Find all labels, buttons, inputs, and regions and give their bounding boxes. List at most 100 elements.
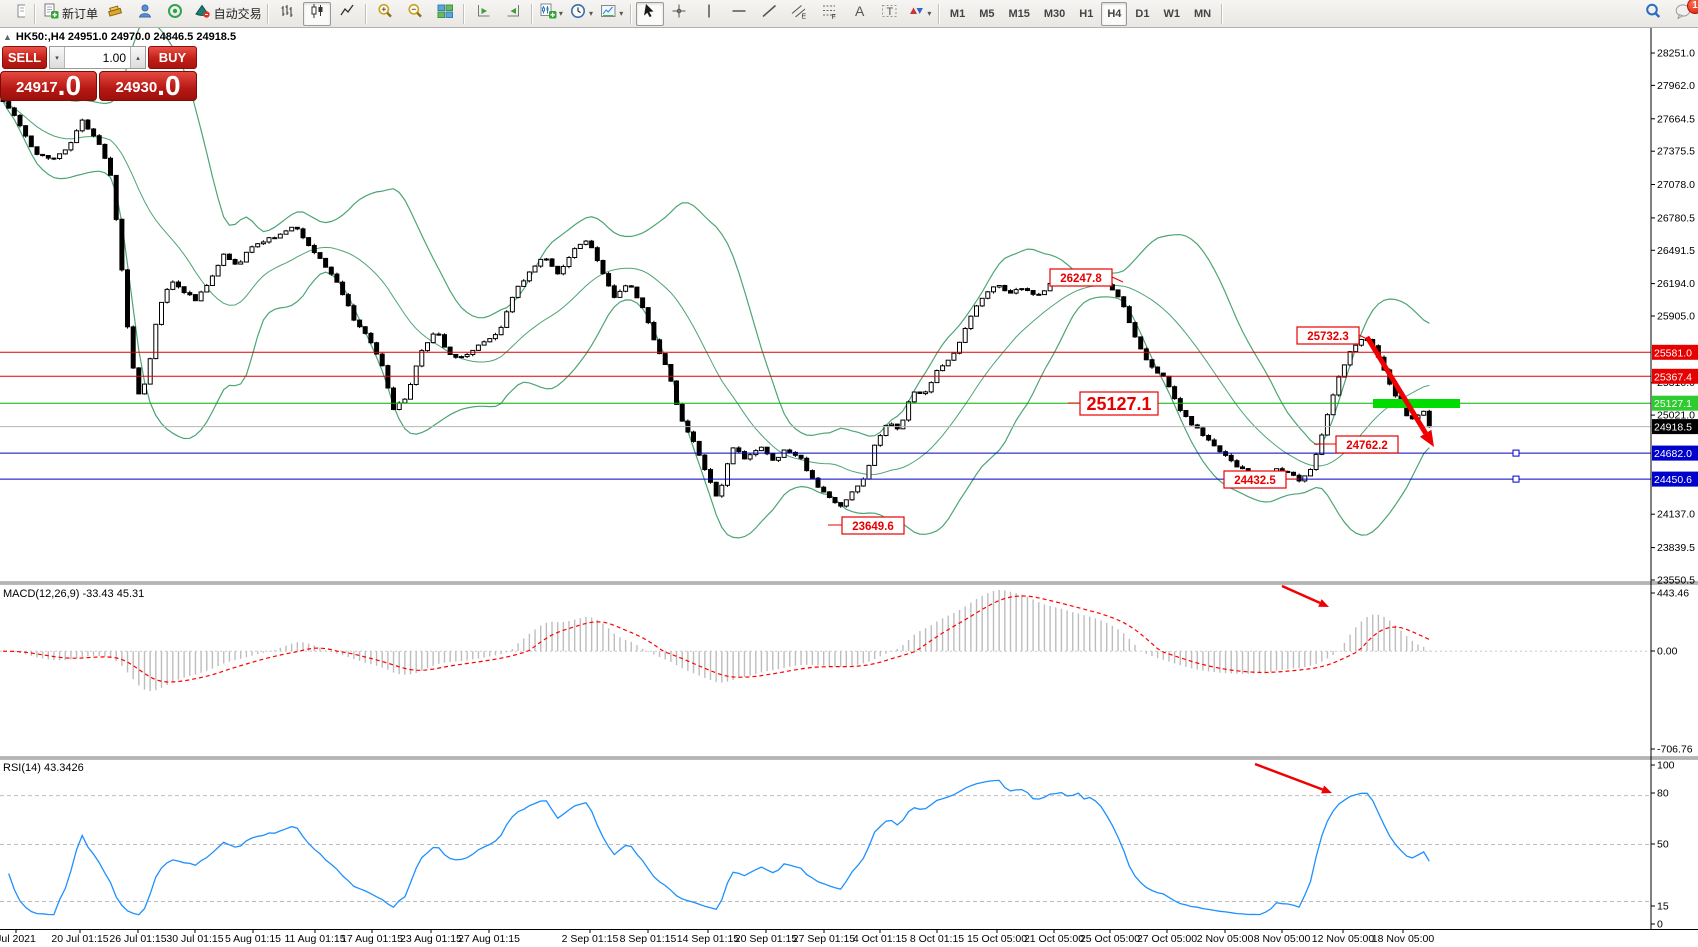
svg-text:23839.5: 23839.5 — [1657, 542, 1695, 554]
volume-decrease-button[interactable]: ▾ — [50, 47, 65, 68]
chart-shift-button[interactable] — [499, 2, 527, 26]
buy-price-main: 24930 — [115, 79, 158, 96]
line-chart-mode-button[interactable] — [333, 2, 361, 26]
price-annotation-box[interactable] — [1296, 326, 1360, 345]
price-axis: 28251.0 27962.0 27664.5 27375.5 27078.0 26780… — [1650, 28, 1698, 931]
timeframe-MN-button[interactable]: MN — [1193, 7, 1212, 20]
zoom-out-icon — [407, 3, 424, 24]
toolbar-button-label: 自动交易 — [213, 7, 262, 21]
svg-text:25905.0: 25905.0 — [1657, 311, 1695, 323]
time-axis-label: 30 Jul 01:15 — [166, 933, 223, 945]
trend-arrow[interactable] — [1254, 762, 1324, 791]
periods-button[interactable]: ▾ — [567, 2, 595, 26]
sell-button[interactable]: SELL — [2, 46, 47, 69]
zoom-in-button[interactable] — [371, 2, 399, 26]
rsi-pane: RSI(14) 43.3426 — [0, 762, 1651, 916]
time-axis-label: 2 Sep 01:15 — [562, 933, 619, 945]
volume-increase-button[interactable]: ▴ — [130, 47, 145, 68]
trendline-tool-button[interactable] — [756, 2, 784, 26]
level-handle[interactable] — [1512, 475, 1520, 483]
tile-windows-button[interactable] — [431, 2, 459, 26]
volume-input[interactable] — [65, 47, 130, 68]
buy-price[interactable]: 24930.0 — [99, 71, 197, 101]
support-zone[interactable] — [1373, 399, 1460, 408]
arrows-tool-button[interactable]: ▾ — [906, 2, 934, 26]
timeframe-D1-button[interactable]: D1 — [1135, 7, 1150, 20]
price-annotation-box[interactable] — [1079, 391, 1159, 416]
templates-button[interactable]: ▾ — [598, 2, 626, 26]
pane-separators — [0, 581, 1698, 760]
bar-chart-mode-button[interactable] — [273, 2, 301, 26]
chart-area[interactable]: 26247.8 25732.3 25127.1 24762.2 24432.5 23649… — [0, 28, 1698, 947]
timeframe-M5-button[interactable]: M5 — [979, 7, 995, 20]
channel-tool-button[interactable]: E — [786, 2, 814, 26]
community-button[interactable] — [132, 2, 160, 26]
autotrade-button[interactable]: 自动交易 — [192, 2, 264, 26]
price-annotation-box[interactable] — [1335, 435, 1399, 454]
svg-text:100: 100 — [1657, 760, 1675, 772]
svg-text:15: 15 — [1657, 901, 1669, 913]
time-axis-label: 21 Oct 05:00 — [1024, 933, 1084, 945]
market-gold-button[interactable] — [102, 2, 130, 26]
trend-arrow[interactable] — [1281, 584, 1321, 605]
text-label-tool-button[interactable]: T — [876, 2, 904, 26]
timeframe-M30-button[interactable]: M30 — [1043, 7, 1066, 20]
bollinger-bands — [2, 28, 1430, 539]
zoom-out-button[interactable] — [401, 2, 429, 26]
notifications-button[interactable]: 1 — [1669, 0, 1698, 26]
timeframe-H1-button[interactable]: H1 — [1079, 7, 1094, 20]
timeframe-M1-button[interactable]: M1 — [949, 7, 966, 20]
fibonacci-tool-icon: F — [821, 3, 838, 24]
new-order-button[interactable]: 新订单 — [40, 2, 100, 26]
time-axis-label: 18 Nov 05:00 — [1372, 933, 1435, 945]
sell-price-main: 24917 — [15, 79, 58, 96]
main-toolbar: 新订单 自动交易 ▾ ▾ ▾ E F A T ▾ M1 M5 M15 M30 H1 H4 D1 W1 MN 1 — [0, 0, 1698, 28]
svg-text:27664.5: 27664.5 — [1657, 113, 1695, 125]
rsi-label: RSI(14) 43.3426 — [3, 762, 84, 774]
annotations[interactable]: 26247.8 25732.3 25127.1 24762.2 24432.5 23649… — [828, 268, 1399, 535]
search-button[interactable] — [1639, 2, 1667, 26]
timeframe-H4-button[interactable]: H4 — [1101, 1, 1128, 26]
svg-text:0.00: 0.00 — [1657, 646, 1678, 658]
market-gold-icon — [107, 3, 124, 24]
buy-price-pip: .0 — [157, 70, 181, 101]
price-annotation-box[interactable] — [1049, 268, 1113, 287]
toolbar-separator — [937, 3, 940, 24]
level-handle[interactable] — [1512, 449, 1520, 457]
vertical-line-tool-button[interactable] — [696, 2, 724, 26]
svg-text:-706.76: -706.76 — [1657, 744, 1693, 756]
svg-text:25127.1: 25127.1 — [1654, 398, 1692, 410]
fibonacci-tool-button[interactable]: F — [816, 2, 844, 26]
horizontal-line-tool-button[interactable] — [726, 2, 754, 26]
timeframe-M15-button[interactable]: M15 — [1008, 7, 1030, 20]
text-tool-button[interactable]: A — [846, 2, 874, 26]
toolbar-separator — [34, 3, 36, 24]
sell-price[interactable]: 24917.0 — [0, 71, 97, 101]
highlight-zone[interactable] — [1373, 399, 1460, 408]
svg-text:28251.0: 28251.0 — [1657, 48, 1695, 60]
price-annotation-box[interactable] — [841, 516, 905, 535]
svg-text:443.46: 443.46 — [1657, 588, 1689, 600]
time-axis-label: 8 Sep 01:15 — [620, 933, 677, 945]
svg-text:25581.0: 25581.0 — [1654, 347, 1692, 359]
timeframe-W1-button[interactable]: W1 — [1163, 7, 1180, 20]
buy-button[interactable]: BUY — [148, 46, 197, 69]
signals-button[interactable] — [162, 2, 190, 26]
svg-text:24918.5: 24918.5 — [1654, 422, 1692, 434]
trend-arrow[interactable] — [1364, 335, 1428, 435]
one-click-toggle-icon[interactable]: ▲ — [3, 32, 12, 42]
time-axis-label: 8 Nov 05:00 — [1254, 933, 1311, 945]
crosshair-tool-button[interactable] — [666, 2, 694, 26]
toolbar-separator — [463, 3, 466, 24]
text-tool-icon: A — [851, 3, 868, 24]
window-icon — [2, 2, 30, 26]
price-annotation-box[interactable] — [1223, 470, 1287, 489]
new-chart-button[interactable]: ▾ — [537, 2, 565, 26]
cursor-tool-button[interactable] — [635, 1, 664, 26]
time-axis-label: Jul 2021 — [0, 933, 36, 945]
auto-scroll-button[interactable] — [469, 2, 497, 26]
trend-arrows[interactable] — [1254, 335, 1434, 794]
candlestick-mode-button[interactable] — [303, 1, 332, 26]
line-chart-mode-icon — [339, 3, 356, 24]
macd-label: MACD(12,26,9) -33.43 45.31 — [3, 588, 144, 600]
